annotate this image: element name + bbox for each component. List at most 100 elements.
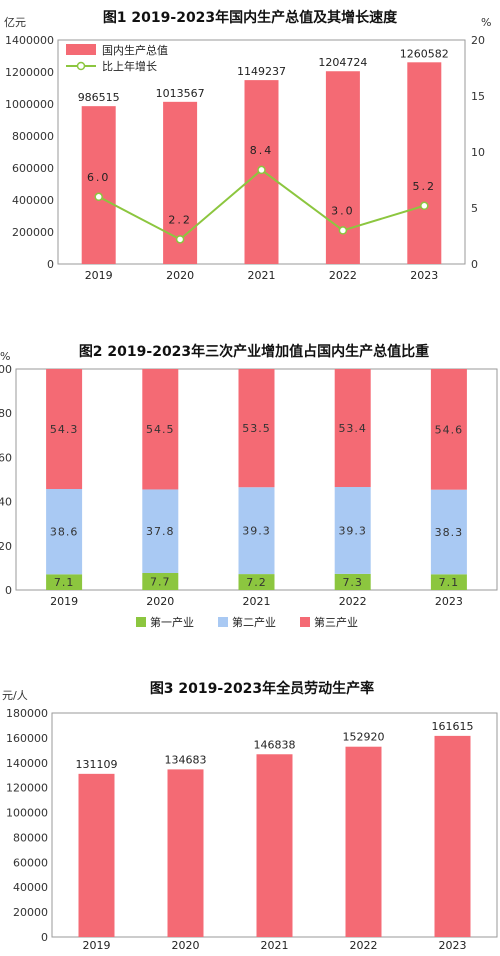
chart2-segment-label: 7.2 — [246, 576, 267, 589]
chart1-category-label: 2021 — [248, 269, 276, 282]
chart2-legend-primary: 第一产业 — [150, 615, 194, 629]
chart2-legend-secondary: 第二产业 — [232, 615, 276, 629]
chart1-category-label: 2019 — [85, 269, 113, 282]
chart3-category-label: 2021 — [261, 939, 289, 952]
chart1-growth-label: 3.0 — [331, 204, 355, 217]
chart2-bar-segment — [46, 369, 83, 490]
chart2-legend-primary-swatch — [136, 617, 146, 627]
chart3-bar-label: 161615 — [432, 720, 474, 733]
chart1-legend-growth-marker — [76, 61, 86, 71]
chart2-bar-segment — [238, 574, 275, 590]
chart3-bar — [434, 735, 471, 937]
chart1-bar — [407, 62, 442, 264]
chart3-bar — [256, 754, 293, 937]
chart1-bar — [325, 71, 360, 264]
chart2-segment-label: 7.1 — [439, 576, 460, 589]
chart1-category-label: 2023 — [410, 269, 438, 282]
chart3-y-tick: 140000 — [6, 757, 48, 770]
chart1-legend-gdp: 国内生产总值 — [102, 43, 168, 57]
chart2-segment-label: 53.4 — [338, 422, 367, 435]
chart2-y-tick: 100 — [0, 363, 12, 376]
chart2-segment-label: 53.5 — [242, 422, 271, 435]
chart2-segment-label: 54.6 — [435, 423, 464, 436]
chart3-y-ticks: 0 20000 40000 60000 80000 100000 120000 140000 1… — [6, 707, 48, 944]
chart3-bar-label: 152920 — [343, 731, 385, 744]
chart1-bar-label: 986515 — [78, 91, 120, 104]
chart1-growth-label: 5.2 — [413, 180, 437, 193]
chart2-bar-segment — [142, 369, 179, 490]
chart2-segment-label: 7.1 — [54, 576, 75, 589]
chart1-left-unit: 亿元 — [4, 16, 26, 29]
chart2-segment-label: 54.3 — [50, 423, 79, 436]
chart2-bar-segment — [238, 369, 275, 488]
chart1-left-tick: 200000 — [12, 226, 54, 239]
chart3-category-label: 2020 — [172, 939, 200, 952]
chart1-bars: 986515 1013567 1149237 1204724 1260582 — [78, 47, 449, 265]
chart2-y-tick: 0 — [5, 584, 12, 597]
chart2-y-tick: 40 — [0, 496, 12, 509]
chart3-y-tick: 120000 — [6, 782, 48, 795]
chart2-segment-label: 39.3 — [338, 524, 367, 537]
chart3-bar-label: 146838 — [254, 738, 296, 751]
chart1-growth-point — [338, 226, 348, 235]
chart1-growth-point — [94, 192, 103, 202]
chart2-segment-label: 38.6 — [50, 526, 79, 539]
chart1-bar-label: 1204724 — [318, 56, 367, 69]
chart2: 图2 2019-2023年三次产业增加值占国内生产总值比重 % 0 20 40 60 8… — [0, 343, 498, 629]
chart3-bar — [345, 746, 382, 937]
chart1-left-tick: 1400000 — [5, 34, 54, 47]
chart3-bars: 131109 134683 146838 152920 161615 — [76, 720, 474, 937]
chart1-left-tick: 800000 — [12, 130, 54, 143]
chart1-right-tick: 5 — [471, 202, 478, 215]
chart1-bar-label: 1013567 — [156, 87, 205, 100]
chart3-category-label: 2023 — [439, 939, 467, 952]
chart2-segment-label: 37.8 — [146, 525, 175, 538]
chart2-category-label: 2022 — [339, 595, 367, 608]
chart1-growth-point — [175, 235, 185, 244]
chart2-category-label: 2020 — [146, 595, 174, 608]
chart3-category-label: 2022 — [350, 939, 378, 952]
chart3-y-tick: 80000 — [13, 831, 48, 844]
chart2-segment-label: 39.3 — [242, 525, 271, 538]
chart2-y-tick: 60 — [0, 451, 12, 464]
chart2-bar-segment — [142, 572, 179, 590]
chart2-legend-tertiary-swatch — [300, 617, 310, 627]
chart1: 图1 2019-2023年国内生产总值及其增长速度 亿元 % 0 200000 40… — [4, 9, 491, 282]
chart3-category-label: 2019 — [83, 939, 111, 952]
chart1-growth-point — [420, 201, 429, 211]
chart1-growth-label: 2.2 — [168, 213, 192, 226]
chart2-bar-segment — [430, 369, 467, 490]
chart2-bar-segment — [238, 487, 275, 575]
chart1-bar — [81, 106, 116, 265]
chart2-title: 图2 2019-2023年三次产业增加值占国内生产总值比重 — [79, 343, 429, 360]
chart2-unit: % — [0, 350, 10, 363]
chart2-bar-segment — [46, 574, 83, 590]
chart2-segment-label: 54.5 — [146, 423, 175, 436]
chart1-left-tick: 400000 — [12, 194, 54, 207]
chart3-y-tick: 180000 — [6, 707, 48, 720]
chart2-bar-segment — [334, 487, 371, 574]
chart3-y-tick: 20000 — [13, 906, 48, 919]
chart1-growth-line: 6.0 2.2 8.4 3.0 5.2 — [87, 144, 437, 244]
chart1-left-tick: 1200000 — [5, 66, 54, 79]
chart2-bar-segment — [142, 489, 179, 573]
chart3-title: 图3 2019-2023年全员劳动生产率 — [150, 680, 374, 697]
chart1-right-tick: 15 — [471, 90, 485, 103]
chart2-stacked-bars: 7.1 38.6 54.3 7.7 37.8 54.5 7.2 39.3 53.5 7.3 39.3… — [46, 369, 467, 590]
chart2-segment-label: 7.3 — [342, 576, 363, 589]
chart1-right-tick: 10 — [471, 146, 485, 159]
chart1-right-unit: % — [481, 16, 491, 29]
chart3: 图3 2019-2023年全员劳动生产率 元/人 0 20000 40000 6000… — [2, 680, 498, 952]
chart1-growth-point — [257, 165, 266, 175]
chart3-y-tick: 0 — [41, 931, 48, 944]
chart2-legend: 第一产业 第二产业 第三产业 — [136, 615, 358, 629]
chart1-category-label: 2020 — [166, 269, 194, 282]
chart2-bar-segment — [334, 369, 371, 488]
chart2-category-label: 2019 — [50, 595, 78, 608]
chart1-category-label: 2022 — [329, 269, 357, 282]
chart1-left-tick: 0 — [47, 258, 54, 271]
chart1-categories: 2019 2020 2021 2022 2023 — [85, 269, 439, 282]
chart1-bar-label: 1149237 — [237, 65, 286, 78]
chart3-bar-label: 131109 — [76, 758, 118, 771]
